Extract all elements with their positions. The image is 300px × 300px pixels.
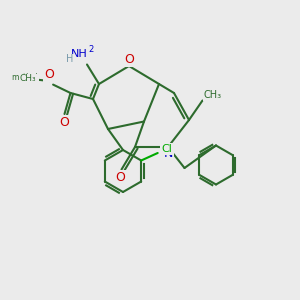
Text: O: O: [59, 116, 69, 129]
Text: CH₃: CH₃: [20, 74, 37, 83]
Text: NH: NH: [71, 49, 88, 59]
Text: O: O: [125, 53, 134, 66]
Text: CH₃: CH₃: [204, 90, 222, 100]
Text: H: H: [66, 54, 74, 64]
Text: O: O: [44, 68, 54, 81]
Text: O: O: [115, 171, 125, 184]
Text: 2: 2: [88, 45, 94, 54]
Text: Cl: Cl: [161, 144, 172, 154]
Text: methyl: methyl: [11, 74, 38, 82]
Text: N: N: [164, 147, 173, 160]
